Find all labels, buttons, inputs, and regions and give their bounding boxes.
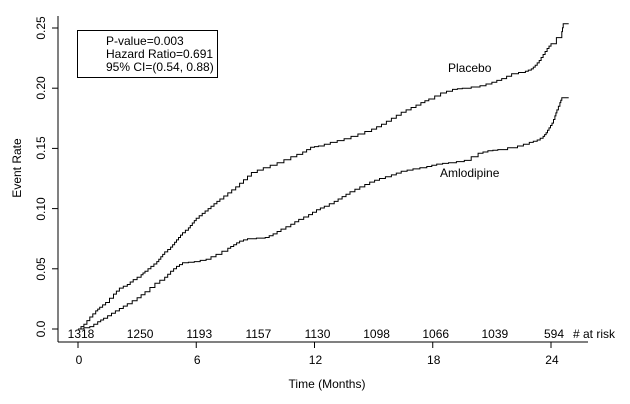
- x-tick-label: 0: [75, 353, 83, 367]
- at-risk-count: 1193: [186, 327, 213, 341]
- p-value-text: P-value=0.003: [106, 34, 184, 48]
- y-tick-label: 0.05: [34, 257, 48, 281]
- at-risk-count: 1250: [126, 327, 154, 341]
- at-risk-row-label: # at risk: [573, 327, 616, 341]
- x-tick-label: 12: [308, 353, 323, 367]
- at-risk-count: 594: [543, 327, 564, 341]
- at-risk-count: 1098: [363, 327, 390, 341]
- x-tick-label: 6: [193, 353, 201, 367]
- at-risk-count: 1130: [304, 327, 331, 341]
- curve-label-amlodipine: Amlodipine: [440, 166, 500, 180]
- y-tick-label: 0.20: [34, 76, 48, 100]
- at-risk-count: 1157: [245, 327, 272, 341]
- y-tick-label: 0.10: [34, 196, 48, 221]
- y-tick-label: 0.15: [34, 136, 48, 161]
- y-tick-label: 0.0: [34, 320, 48, 338]
- curve-label-placebo: Placebo: [448, 61, 492, 75]
- stats-annotation-box: P-value=0.003 Hazard Ratio=0.691 95% CI=…: [77, 30, 218, 78]
- at-risk-count: 1066: [422, 327, 450, 341]
- x-tick-label: 18: [427, 353, 441, 367]
- x-axis-title: Time (Months): [288, 377, 366, 391]
- y-tick-label: 0.25: [34, 16, 48, 40]
- at-risk-count: 1318: [67, 327, 95, 341]
- curve-placebo: [78, 23, 569, 330]
- x-tick-label: 24: [545, 353, 559, 367]
- y-axis-title: Event Rate: [10, 138, 24, 198]
- at-risk-count: 1039: [481, 327, 509, 341]
- ci-text: 95% CI=(0.54, 0.88): [106, 60, 214, 74]
- hazard-ratio-text: Hazard Ratio=0.691: [106, 47, 214, 61]
- curve-amlodipine: [78, 97, 569, 330]
